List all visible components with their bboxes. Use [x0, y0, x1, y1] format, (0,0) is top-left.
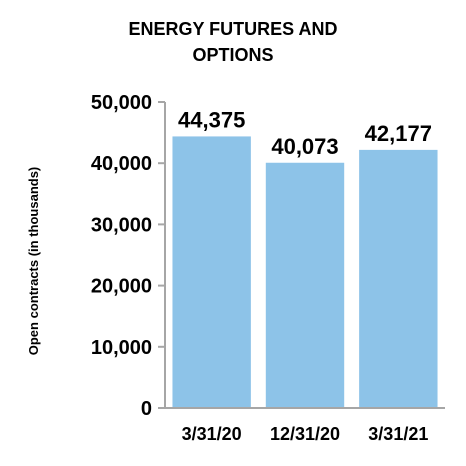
chart-title: ENERGY FUTURES AND OPTIONS [128, 19, 338, 65]
data-labels: 44,375 40,073 42,177 [178, 107, 432, 158]
x-axis-categories: 3/31/20 12/31/20 3/31/21 [182, 424, 429, 444]
bars [172, 136, 438, 409]
axes [158, 102, 445, 409]
data-label: 40,073 [271, 134, 338, 159]
y-axis-title-group: Open contracts (in thousands) [26, 167, 41, 356]
y-axis-ticks: 0 10,000 20,000 30,000 40,000 50,000 [91, 92, 165, 420]
x-category-label: 3/31/21 [368, 424, 428, 444]
data-label: 42,177 [365, 121, 432, 146]
y-tick-label: 20,000 [91, 276, 152, 298]
y-tick-label: 30,000 [91, 214, 152, 236]
y-tick-label: 50,000 [91, 92, 152, 114]
x-category-label: 3/31/20 [182, 424, 242, 444]
y-tick-label: 40,000 [91, 153, 152, 175]
data-label: 44,375 [178, 107, 245, 132]
y-tick-label: 0 [141, 398, 152, 420]
bar-12-31-20 [265, 162, 345, 408]
bar-3-31-20 [172, 136, 251, 409]
x-category-label: 12/31/20 [270, 424, 340, 444]
y-tick-label: 10,000 [91, 337, 152, 359]
y-axis-title: Open contracts (in thousands) [26, 167, 41, 356]
bar-3-31-21 [359, 149, 438, 408]
